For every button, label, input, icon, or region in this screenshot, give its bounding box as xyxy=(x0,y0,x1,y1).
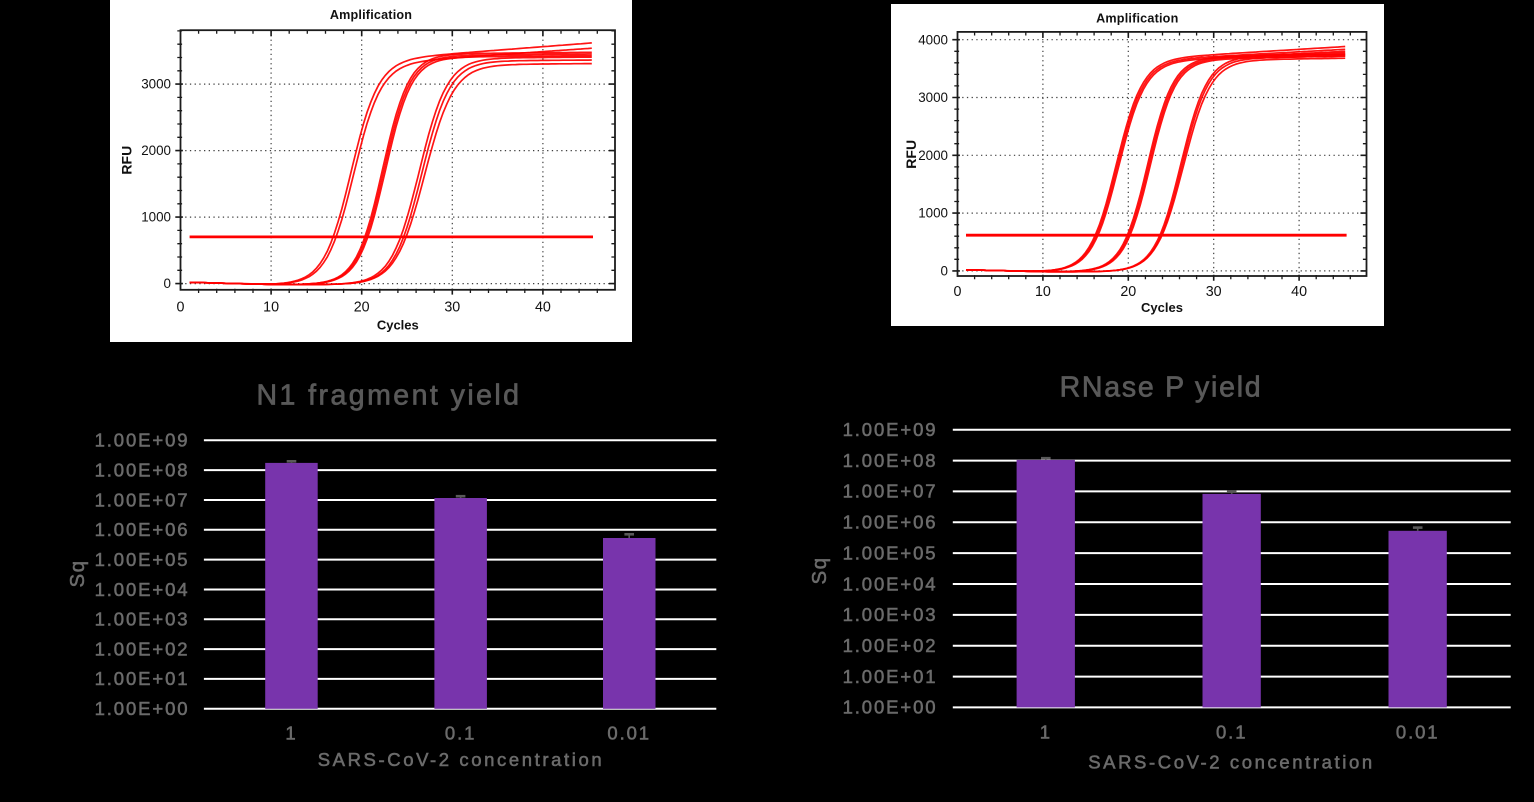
svg-text:20: 20 xyxy=(354,300,370,316)
svg-text:1.00E+01: 1.00E+01 xyxy=(95,668,190,689)
svg-text:2000: 2000 xyxy=(918,148,948,163)
svg-text:30: 30 xyxy=(1206,284,1222,300)
svg-text:1.00E+09: 1.00E+09 xyxy=(95,430,190,451)
svg-text:Sq: Sq xyxy=(66,559,89,587)
svg-text:RFU: RFU xyxy=(118,146,134,175)
svg-text:10: 10 xyxy=(263,300,279,316)
svg-text:N1 fragment yield: N1 fragment yield xyxy=(256,380,521,412)
svg-text:1.00E+02: 1.00E+02 xyxy=(843,635,938,656)
svg-text:10: 10 xyxy=(1035,284,1051,300)
svg-text:0.1: 0.1 xyxy=(1216,721,1247,742)
svg-text:1.00E+03: 1.00E+03 xyxy=(95,609,190,630)
svg-text:1: 1 xyxy=(1040,721,1052,742)
svg-text:SARS-CoV-2 concentration: SARS-CoV-2 concentration xyxy=(1088,752,1375,773)
svg-text:1.00E+07: 1.00E+07 xyxy=(95,489,190,510)
svg-text:0.1: 0.1 xyxy=(445,723,476,744)
svg-text:0: 0 xyxy=(177,300,185,316)
svg-text:1.00E+08: 1.00E+08 xyxy=(95,459,190,480)
svg-text:0: 0 xyxy=(164,276,171,291)
svg-text:Sq: Sq xyxy=(808,556,831,584)
svg-text:1.00E+03: 1.00E+03 xyxy=(843,604,938,625)
svg-text:Amplification: Amplification xyxy=(1096,12,1178,26)
svg-text:1.00E+05: 1.00E+05 xyxy=(843,542,938,563)
svg-text:1.00E+00: 1.00E+00 xyxy=(95,698,190,719)
svg-text:1000: 1000 xyxy=(141,210,171,225)
svg-text:1.00E+07: 1.00E+07 xyxy=(843,481,938,502)
svg-text:1.00E+09: 1.00E+09 xyxy=(843,419,938,440)
svg-text:Cycles: Cycles xyxy=(1141,300,1183,315)
svg-text:SARS-CoV-2 concentration: SARS-CoV-2 concentration xyxy=(318,749,605,770)
svg-text:0: 0 xyxy=(954,284,962,300)
svg-text:1.00E+01: 1.00E+01 xyxy=(843,666,938,687)
svg-text:1.00E+02: 1.00E+02 xyxy=(95,638,190,659)
svg-text:3000: 3000 xyxy=(141,77,171,92)
svg-text:40: 40 xyxy=(1291,284,1307,300)
svg-text:0.01: 0.01 xyxy=(607,723,651,744)
svg-text:1: 1 xyxy=(285,723,297,744)
svg-text:3000: 3000 xyxy=(918,90,948,105)
svg-text:1.00E+06: 1.00E+06 xyxy=(95,519,190,540)
svg-text:1000: 1000 xyxy=(918,206,948,221)
svg-text:2000: 2000 xyxy=(141,143,171,158)
svg-text:RNase P yield: RNase P yield xyxy=(1060,372,1263,404)
svg-text:20: 20 xyxy=(1120,284,1136,300)
svg-text:RFU: RFU xyxy=(903,140,919,169)
svg-text:1.00E+05: 1.00E+05 xyxy=(95,549,190,570)
svg-text:Cycles: Cycles xyxy=(377,318,419,333)
svg-text:1.00E+08: 1.00E+08 xyxy=(843,450,938,471)
svg-text:0: 0 xyxy=(941,264,948,279)
svg-text:1.00E+04: 1.00E+04 xyxy=(95,579,190,600)
svg-text:4000: 4000 xyxy=(918,32,948,47)
svg-text:1.00E+00: 1.00E+00 xyxy=(843,697,938,718)
svg-text:0.01: 0.01 xyxy=(1396,721,1440,742)
svg-text:1.00E+06: 1.00E+06 xyxy=(843,512,938,533)
svg-text:1.00E+04: 1.00E+04 xyxy=(843,573,938,594)
svg-text:Amplification: Amplification xyxy=(330,8,412,22)
svg-text:30: 30 xyxy=(444,300,460,316)
svg-text:40: 40 xyxy=(535,300,551,316)
